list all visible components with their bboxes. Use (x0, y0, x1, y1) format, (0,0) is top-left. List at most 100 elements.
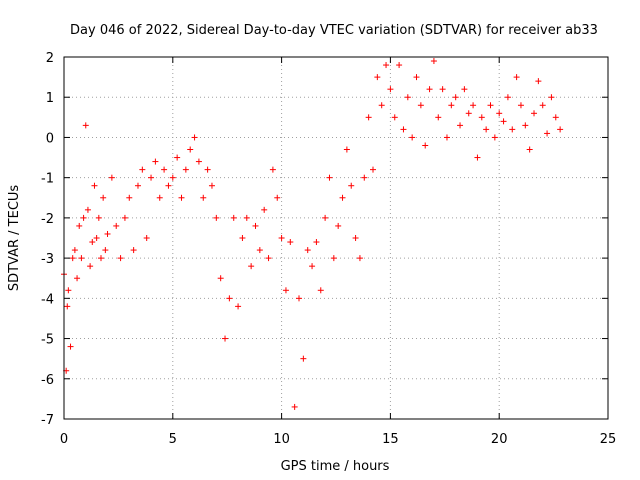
data-point (195, 158, 202, 165)
data-point (182, 166, 189, 173)
data-point (97, 255, 104, 262)
data-point (483, 126, 490, 133)
data-point (78, 255, 85, 262)
data-point (404, 94, 411, 101)
data-point (330, 255, 337, 262)
data-point (213, 214, 220, 221)
y-tick-label: -5 (41, 333, 54, 348)
data-point (278, 235, 285, 241)
data-point (496, 110, 503, 117)
data-point (252, 222, 259, 229)
data-point (282, 287, 289, 294)
data-point (374, 74, 381, 81)
data-point (67, 343, 74, 350)
data-point (343, 146, 350, 153)
data-point (87, 263, 94, 270)
data-point (430, 58, 437, 65)
data-point (317, 287, 324, 294)
data-point (84, 206, 91, 213)
x-tick-labels: 0 5 10 15 20 25 (60, 432, 616, 447)
data-point (217, 275, 224, 282)
data-points (61, 58, 564, 410)
data-point (248, 263, 255, 270)
data-point (422, 142, 429, 149)
data-point (361, 174, 368, 181)
data-point (309, 263, 316, 270)
y-tick-label: 1 (46, 91, 54, 106)
ticks (63, 56, 609, 420)
data-point (222, 335, 229, 342)
data-point (539, 102, 546, 109)
data-point (121, 214, 128, 221)
data-point (448, 102, 455, 109)
y-tick-label: -2 (41, 212, 54, 227)
data-point (383, 62, 390, 69)
data-point (80, 214, 87, 221)
data-point (204, 166, 211, 173)
data-point (396, 62, 403, 69)
data-point (465, 110, 472, 117)
data-point (191, 134, 198, 141)
data-point (296, 295, 303, 302)
y-tick-label: 2 (46, 51, 54, 66)
data-point (130, 247, 137, 254)
data-point (230, 214, 237, 221)
data-point (322, 214, 329, 221)
x-tick-label: 15 (382, 432, 399, 447)
data-point (64, 303, 71, 310)
x-tick-label: 5 (169, 432, 177, 447)
data-point (169, 174, 176, 181)
data-point (74, 275, 81, 282)
data-point (326, 174, 333, 181)
data-point (513, 74, 520, 81)
data-point (261, 206, 268, 213)
data-point (274, 194, 281, 201)
data-point (365, 114, 372, 121)
data-point (256, 247, 263, 254)
data-point (400, 126, 407, 133)
data-point (93, 235, 100, 241)
data-point (535, 78, 542, 85)
data-point (156, 194, 163, 201)
data-point (300, 355, 307, 362)
data-point (200, 194, 207, 201)
data-point (526, 146, 533, 153)
data-point (113, 222, 120, 229)
y-tick-label: 0 (46, 131, 54, 146)
data-point (174, 154, 181, 161)
data-point (487, 102, 494, 109)
data-point (478, 114, 485, 121)
data-point (500, 118, 507, 125)
x-tick-label: 20 (491, 432, 508, 447)
data-point (187, 146, 194, 153)
data-point (152, 158, 159, 165)
data-point (509, 126, 516, 133)
data-point (91, 182, 98, 189)
data-point (531, 110, 538, 117)
data-point (243, 214, 250, 221)
data-point (369, 166, 376, 173)
data-point (143, 235, 150, 241)
data-point (378, 102, 385, 109)
y-axis-label: SDTVAR / TECUs (7, 185, 22, 292)
data-point (139, 166, 146, 173)
data-point (126, 194, 133, 201)
data-point (65, 287, 72, 294)
data-point (269, 166, 276, 173)
x-tick-label: 25 (600, 432, 617, 447)
data-point (413, 74, 420, 81)
data-point (426, 86, 433, 93)
data-point (522, 122, 529, 129)
data-point (117, 255, 124, 262)
data-point (443, 134, 450, 141)
data-point (552, 114, 559, 121)
chart-title: Day 046 of 2022, Sidereal Day-to-day VTE… (70, 23, 598, 38)
data-point (457, 122, 464, 129)
data-point (208, 182, 215, 189)
data-point (69, 255, 76, 262)
data-point (82, 122, 89, 129)
data-point (104, 230, 111, 237)
data-point (226, 295, 233, 302)
data-point (313, 239, 320, 246)
